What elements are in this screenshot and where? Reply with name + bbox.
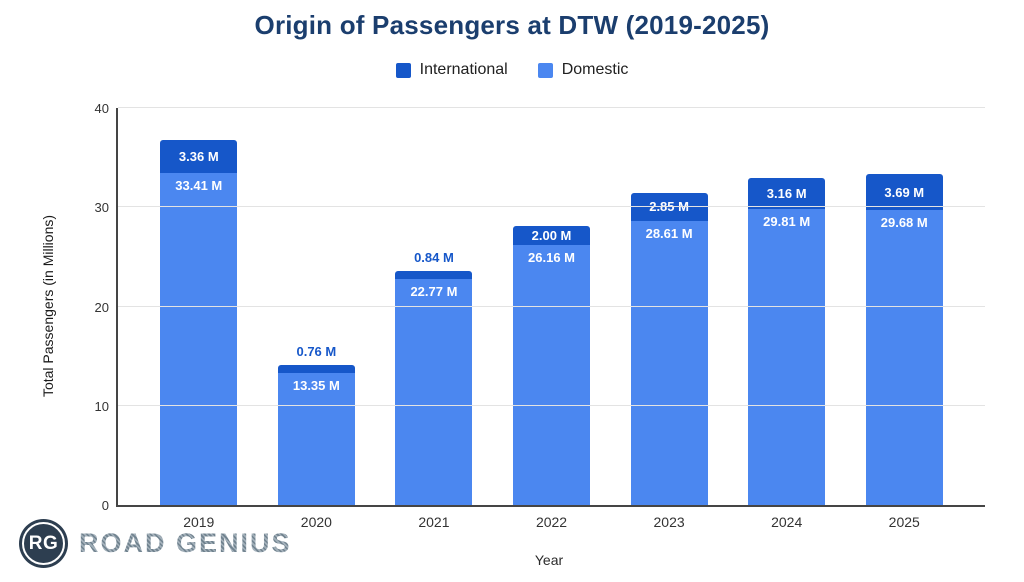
bar-segment-domestic-2020: 13.35 M xyxy=(277,372,355,505)
bar-group-2021: 0.84 M 22.77 M 2021 xyxy=(375,108,493,530)
x-tick-label-2022: 2022 xyxy=(535,514,568,530)
gridline-y-30 xyxy=(118,206,985,208)
rg-logo-icon: RG xyxy=(19,519,68,568)
bar-group-2023: 2.85 M 28.61 M 2023 xyxy=(610,108,728,530)
bar-segment-international-2020 xyxy=(277,364,355,373)
plot-area: 3.36 M 33.41 M 2019 0.76 M 13.35 M 2020 0.84 M… xyxy=(95,101,985,530)
gridline-y-10 xyxy=(118,404,985,406)
y-tick-label-10: 10 xyxy=(94,398,109,414)
bar-segment-international-2025: 3.69 M xyxy=(865,173,943,211)
brand-logo: RG ROAD GENIUS xyxy=(19,519,292,568)
bar-group-2025: 3.69 M 29.68 M 2025 xyxy=(845,108,963,530)
bar-label-domestic-2024: 29.81 M xyxy=(763,214,811,230)
bar-segment-domestic-2023: 28.61 M xyxy=(630,221,708,505)
y-tick-label-20: 20 xyxy=(94,299,109,315)
rg-logo-ring: RG xyxy=(22,522,65,565)
bar-label-international-2019: 3.36 M xyxy=(178,149,219,165)
bar-label-domestic-2019: 33.41 M xyxy=(175,178,223,194)
legend-label-international: International xyxy=(419,61,508,78)
bar-label-international-2021: 0.84 M xyxy=(414,249,454,265)
bars-row: 3.36 M 33.41 M 2019 0.76 M 13.35 M 2020 0.84 M… xyxy=(118,108,985,530)
bar-label-domestic-2023: 28.61 M xyxy=(645,226,693,242)
bar-segment-domestic-2024: 29.81 M xyxy=(748,209,826,505)
bar-group-2024: 3.16 M 29.81 M 2024 xyxy=(728,108,846,530)
bar-segment-domestic-2022: 26.16 M xyxy=(513,245,591,505)
rg-logo-initials: RG xyxy=(28,532,59,554)
x-tick-label-2020: 2020 xyxy=(300,514,332,530)
x-tick-label-2025: 2025 xyxy=(888,514,920,530)
x-tick-label-2021: 2021 xyxy=(418,514,450,530)
bar-segment-international-2019: 3.36 M xyxy=(160,140,238,174)
bar-label-domestic-2021: 22.77 M xyxy=(410,284,458,300)
bar-segment-domestic-2021: 22.77 M xyxy=(395,279,473,505)
x-tick-label-2019: 2019 xyxy=(183,514,215,530)
chart-title: Origin of Passengers at DTW (2019-2025) xyxy=(254,10,770,40)
bar-segment-international-2024: 3.16 M xyxy=(748,177,826,210)
x-axis-title: Year xyxy=(534,552,564,568)
bar-segment-domestic-2019: 33.41 M xyxy=(160,173,238,505)
bar-segment-domestic-2025: 29.68 M xyxy=(865,210,943,505)
legend: International Domestic xyxy=(0,61,1024,79)
y-axis-title: Total Passengers (in Millions) xyxy=(40,214,56,398)
y-tick-label-30: 30 xyxy=(94,200,109,216)
gridline-y-20 xyxy=(118,305,985,307)
x-tick-label-2023: 2023 xyxy=(653,514,685,530)
bar-segment-international-2022: 2.00 M xyxy=(513,225,591,246)
bar-group-2019: 3.36 M 33.41 M 2019 xyxy=(140,108,258,530)
bar-label-international-2025: 3.69 M xyxy=(884,184,925,200)
legend-item-domestic: Domestic xyxy=(537,61,629,79)
x-tick-label-2024: 2024 xyxy=(771,514,803,530)
bar-segment-international-2021 xyxy=(395,270,473,280)
bar-label-domestic-2025: 29.68 M xyxy=(880,215,928,231)
bar-group-2022: 2.00 M 26.16 M 2022 xyxy=(493,108,611,530)
bar-group-2020: 0.76 M 13.35 M 2020 xyxy=(258,108,376,530)
legend-swatch-domestic xyxy=(537,62,553,78)
bar-label-domestic-2020: 13.35 M xyxy=(292,377,340,393)
legend-swatch-international xyxy=(395,62,411,78)
y-tick-label-40: 40 xyxy=(94,101,109,116)
bar-label-domestic-2022: 26.16 M xyxy=(528,250,575,266)
bar-label-international-2022: 2.00 M xyxy=(531,227,572,243)
gridline-y-40 xyxy=(118,107,985,108)
y-tick-label-0: 0 xyxy=(101,498,109,513)
brand-name: ROAD GENIUS xyxy=(79,528,292,558)
bar-label-international-2020: 0.76 M xyxy=(296,343,337,359)
bar-label-international-2024: 3.16 M xyxy=(766,185,807,201)
legend-label-domestic: Domestic xyxy=(561,61,629,78)
legend-item-international: International xyxy=(395,61,508,79)
